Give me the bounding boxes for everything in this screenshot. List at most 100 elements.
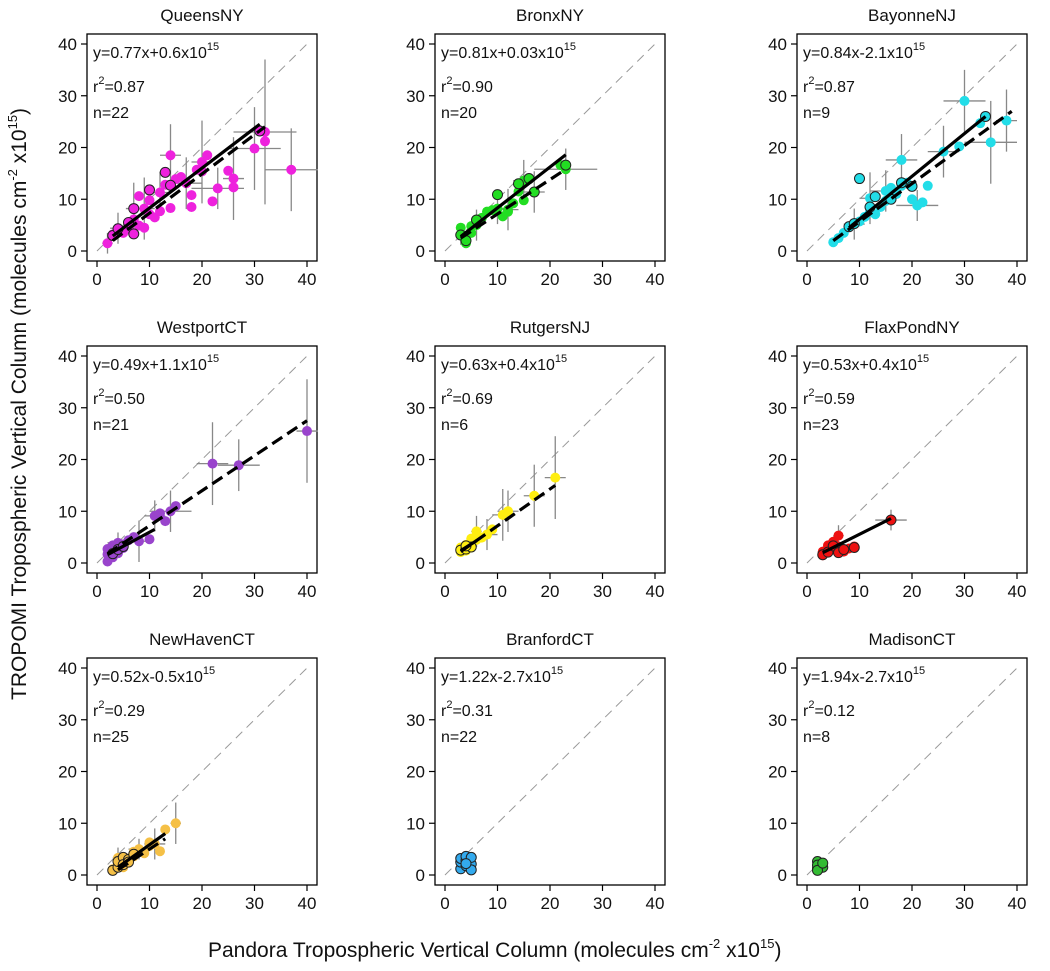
r-squared-exp: 2 xyxy=(98,699,104,711)
y-tick-label: 0 xyxy=(68,866,77,885)
panel-MadisonCT: 00 10 10 20 20 30 30 40 40 MadisonCT y=1.94x-2.7x1… xyxy=(768,630,1028,913)
y-tick-label: 0 xyxy=(68,554,77,573)
x-tick-label: 0 xyxy=(802,582,811,601)
r-squared-exp: 2 xyxy=(446,699,452,711)
panel-BranfordCT: 00 10 10 20 20 30 30 40 40 BranfordCT y=1.22x-2.7x… xyxy=(406,630,666,913)
y-tick-label: 0 xyxy=(778,866,787,885)
r-squared-exp: 2 xyxy=(808,75,814,87)
r-squared-value: =0.87 xyxy=(104,79,145,96)
y-tick-label: 20 xyxy=(768,451,787,470)
r-squared-symbol: r xyxy=(441,79,447,96)
regression-equation: y=1.94x-2.7x1015 xyxy=(803,665,925,686)
data-point-outlined xyxy=(513,178,524,190)
x-tick-label: 40 xyxy=(298,270,317,289)
r-squared: r2=0.87 xyxy=(93,75,145,96)
data-point xyxy=(223,165,234,176)
y-tick-label: 20 xyxy=(406,139,425,158)
sample-count: n=23 xyxy=(803,417,839,434)
x-tick-label: 20 xyxy=(903,582,922,601)
y-tick-label: 40 xyxy=(406,35,425,54)
data-point-outlined xyxy=(869,191,881,203)
r-squared-value: =0.90 xyxy=(452,79,493,96)
y-tick-label: 30 xyxy=(406,711,425,730)
y-axis-title-main: TROPOMI Tropospheric Vertical Column (mo… xyxy=(8,181,31,700)
x-tick-label: 10 xyxy=(488,582,507,601)
regression-equation: y=1.22x-2.7x1015 xyxy=(441,665,563,686)
regression-equation-main: y=0.81x+0.03x10 xyxy=(441,45,564,62)
x-tick-label: 10 xyxy=(140,894,159,913)
x-tick-label: 30 xyxy=(955,582,974,601)
panel-title: QueensNY xyxy=(160,6,243,25)
y-tick-label: 0 xyxy=(68,242,77,261)
y-tick-label: 10 xyxy=(58,814,77,833)
panel-NewHavenCT: 00 10 10 20 20 30 30 40 40 NewHavenCT y=0.52x-0.5x… xyxy=(58,630,318,913)
regression-equation-main: y=0.52x-0.5x10 xyxy=(93,669,203,686)
fit-line-dashed xyxy=(111,125,266,242)
x-tick-label: 30 xyxy=(955,270,974,289)
data-point xyxy=(144,195,155,206)
data-point xyxy=(186,202,197,213)
regression-equation: y=0.63x+0.4x1015 xyxy=(441,353,567,374)
r-squared-exp: 2 xyxy=(98,387,104,399)
fit-line-solid xyxy=(117,832,167,869)
sample-count: n=21 xyxy=(93,417,129,434)
r-squared-symbol: r xyxy=(803,703,809,720)
fit-line-dashed xyxy=(106,419,308,556)
x-tick-label: 0 xyxy=(92,270,101,289)
x-tick-label: 0 xyxy=(92,894,101,913)
x-axis-title-exp2: 15 xyxy=(760,936,774,951)
fit-line-dashed xyxy=(459,484,557,553)
x-tick-label: 40 xyxy=(646,894,665,913)
y-tick-label: 40 xyxy=(58,659,77,678)
y-tick-label: 20 xyxy=(58,451,77,470)
y-tick-label: 20 xyxy=(406,763,425,782)
y-tick-label: 40 xyxy=(768,659,787,678)
data-point xyxy=(139,222,150,233)
x-tick-label: 40 xyxy=(1008,270,1027,289)
y-tick-label: 0 xyxy=(778,242,787,261)
data-point-outlined xyxy=(848,541,860,553)
regression-equation: y=0.49x+1.1x1015 xyxy=(93,353,219,374)
sample-count: n=9 xyxy=(803,105,830,122)
r-squared-symbol: r xyxy=(93,703,99,720)
regression-equation-exp: 15 xyxy=(917,353,929,365)
x-tick-label: 30 xyxy=(245,894,264,913)
y-tick-label: 30 xyxy=(768,87,787,106)
data-point xyxy=(249,143,260,154)
sample-count: n=22 xyxy=(441,729,477,746)
data-point xyxy=(186,190,197,201)
x-tick-label: 10 xyxy=(850,582,869,601)
data-point xyxy=(207,458,218,469)
one-to-one-line xyxy=(806,667,1018,876)
x-axis-title-tail: x10 xyxy=(720,939,760,962)
panel-title: RutgersNJ xyxy=(510,318,590,337)
fit-line-solid xyxy=(106,527,156,557)
y-tick-label: 30 xyxy=(768,711,787,730)
r-squared-exp: 2 xyxy=(808,699,814,711)
y-tick-label: 10 xyxy=(768,190,787,209)
y-tick-label: 10 xyxy=(58,190,77,209)
x-tick-label: 40 xyxy=(298,894,317,913)
r-squared-exp: 2 xyxy=(446,75,452,87)
x-tick-label: 30 xyxy=(593,270,612,289)
x-tick-label: 20 xyxy=(541,270,560,289)
sample-count: n=25 xyxy=(93,729,129,746)
fit-line-solid xyxy=(459,153,567,238)
regression-equation-exp: 15 xyxy=(555,353,567,365)
one-to-one-line xyxy=(96,667,308,876)
r-squared-exp: 2 xyxy=(98,75,104,87)
data-point xyxy=(212,183,223,194)
regression-equation: y=0.53x+0.4x1015 xyxy=(803,353,929,374)
r-squared-symbol: r xyxy=(441,391,447,408)
data-point xyxy=(134,191,144,202)
y-tick-label: 20 xyxy=(58,139,77,158)
data-point xyxy=(202,150,213,161)
y-axis-title-close: ) xyxy=(8,108,31,115)
y-tick-label: 40 xyxy=(768,347,787,366)
one-to-one-line xyxy=(96,355,308,564)
data-point xyxy=(155,508,165,519)
regression-equation-main: y=0.53x+0.4x10 xyxy=(803,357,917,374)
x-axis-title-close: ) xyxy=(774,939,781,962)
data-point-outlined xyxy=(460,858,472,870)
